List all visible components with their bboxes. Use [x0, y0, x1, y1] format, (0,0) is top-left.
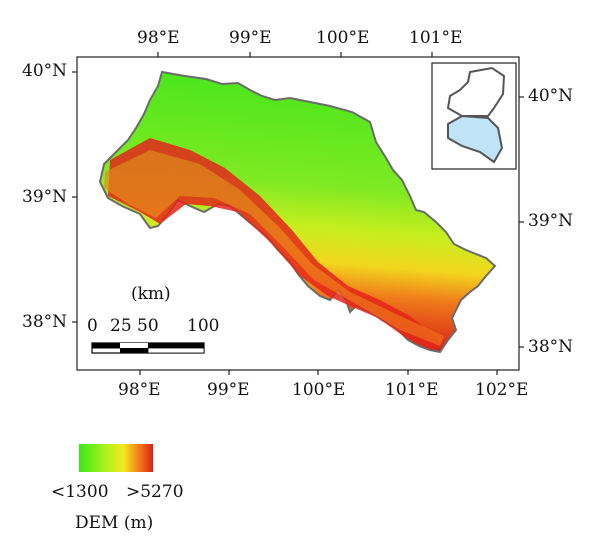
left-label-39: 39°N — [22, 187, 68, 207]
legend-max-label: >5270 — [126, 482, 184, 502]
top-label-100: 100°E — [316, 28, 370, 48]
top-label-99: 99°E — [229, 28, 272, 48]
axis-ticks — [72, 52, 524, 375]
top-label-98: 98°E — [137, 28, 180, 48]
left-label-38: 38°N — [22, 312, 68, 332]
bottom-label-101: 101°E — [385, 380, 439, 400]
bottom-label-99: 99°E — [207, 380, 250, 400]
left-label-40: 40°N — [22, 61, 68, 81]
inset-map — [431, 62, 517, 170]
scale-tick-50: 50 — [137, 316, 159, 336]
high-elevation-zone — [104, 138, 444, 350]
study-region — [98, 70, 497, 354]
scale-tick-0: 0 — [87, 316, 98, 336]
top-label-101: 101°E — [409, 28, 463, 48]
scale-tick-100: 100 — [187, 316, 220, 336]
inset-highlight-region — [447, 114, 504, 164]
bottom-label-98: 98°E — [118, 380, 161, 400]
scale-bar — [91, 342, 205, 354]
right-label-40: 40°N — [528, 86, 574, 106]
bottom-label-102: 102°E — [475, 380, 529, 400]
scale-unit-label: (km) — [131, 284, 171, 304]
legend-color-ramp — [79, 444, 153, 472]
right-label-38: 38°N — [528, 337, 574, 357]
legend-title: DEM (m) — [75, 513, 154, 533]
map-frame — [76, 56, 520, 371]
legend-min-label: <1300 — [51, 482, 109, 502]
bottom-label-100: 100°E — [292, 380, 346, 400]
right-label-39: 39°N — [528, 211, 574, 231]
scale-tick-25: 25 — [110, 316, 132, 336]
